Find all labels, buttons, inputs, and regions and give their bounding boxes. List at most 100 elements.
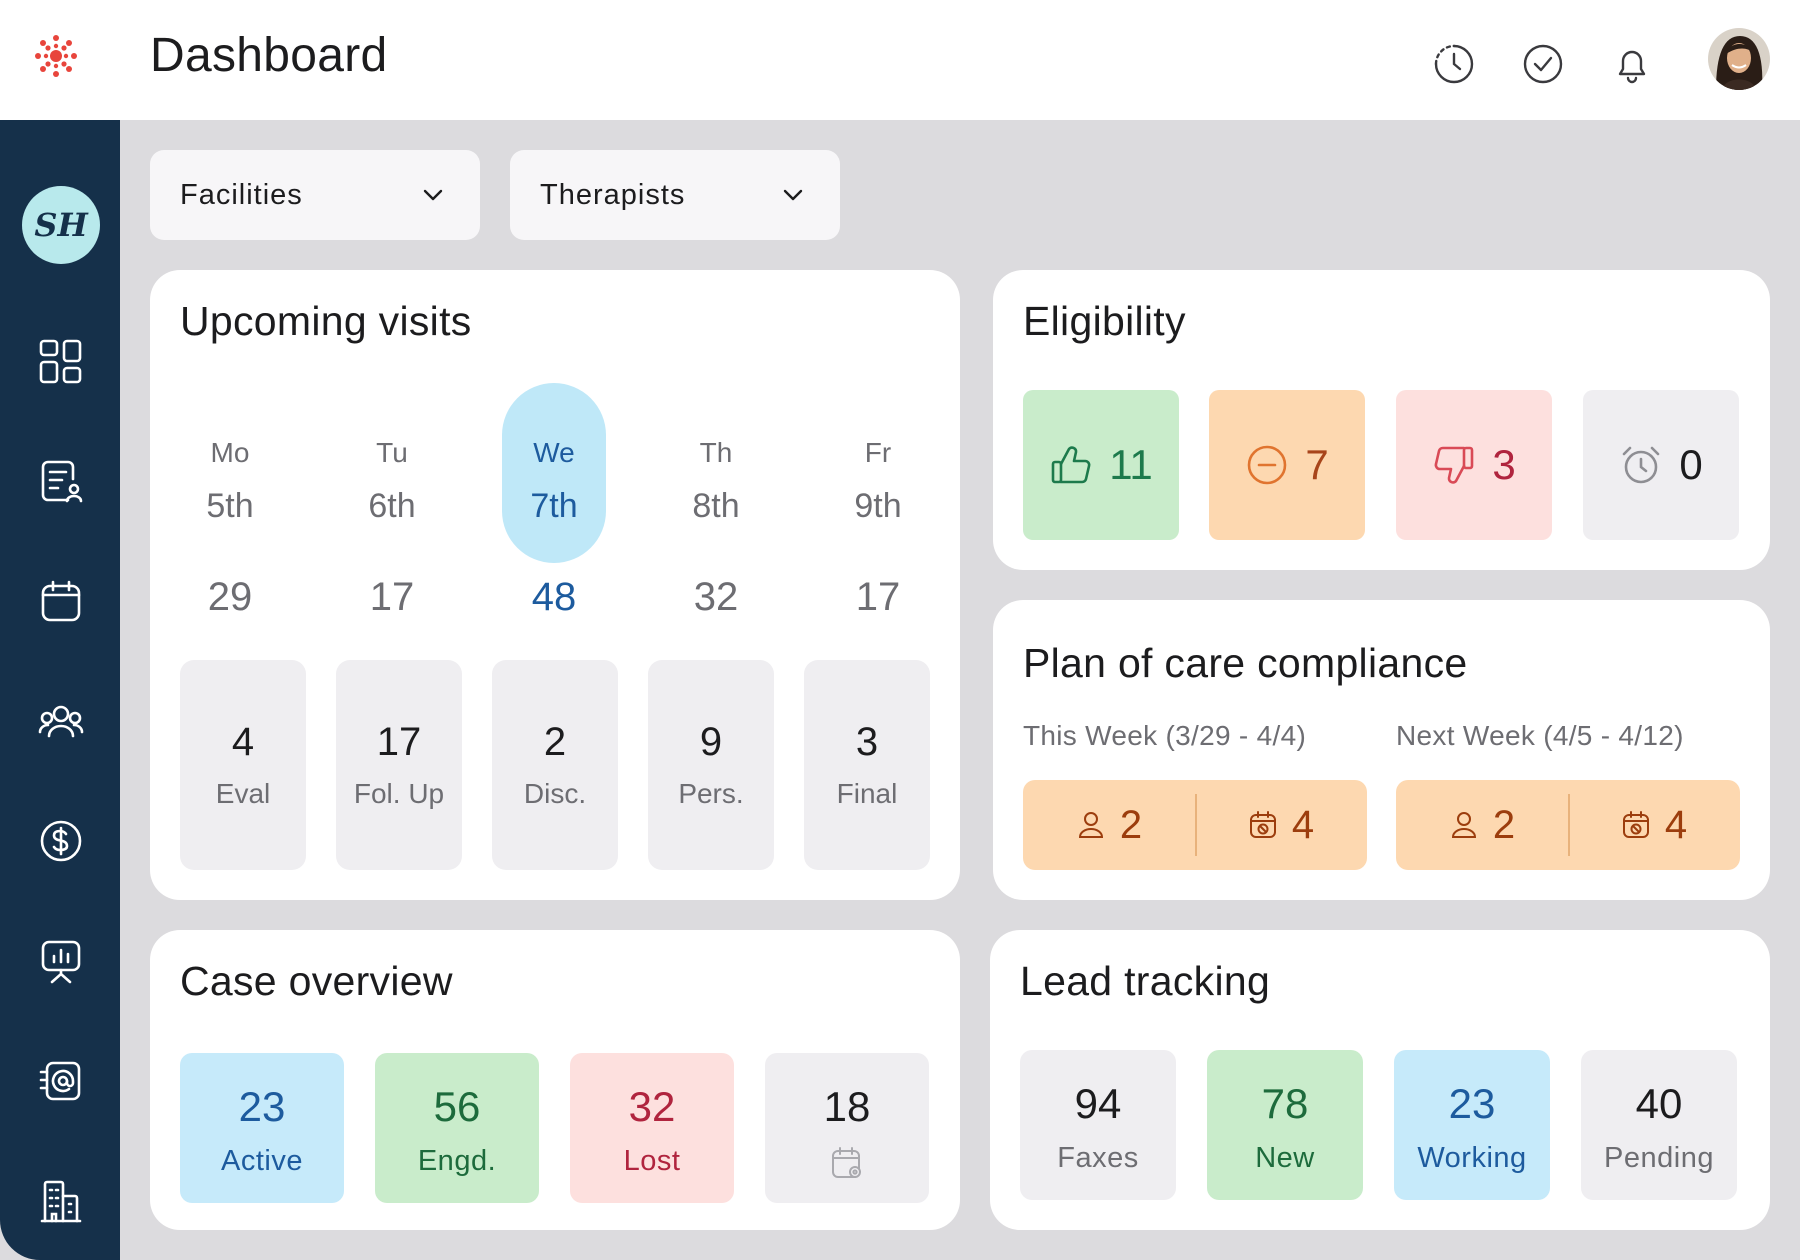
this-week-scheduled[interactable]: 4	[1195, 780, 1367, 870]
this-week-scheduled-count: 4	[1291, 802, 1315, 847]
next-week-patients[interactable]: 2	[1396, 780, 1568, 870]
day-name: Th	[699, 437, 733, 468]
calendar-settings-icon	[832, 1147, 861, 1178]
day-name: Mo	[210, 437, 250, 468]
case-active-count: 23	[238, 1083, 286, 1130]
visit-type-label: Fol. Up	[353, 778, 445, 809]
facilities-dropdown-label: Facilities	[180, 178, 303, 211]
day-visit-count: 17	[855, 575, 901, 619]
day-date: 8th	[692, 487, 740, 525]
day-date: 7th	[530, 487, 578, 525]
user-avatar[interactable]	[1708, 28, 1770, 90]
users-group-icon[interactable]	[38, 698, 84, 744]
lead-pending-label: Pending	[1604, 1142, 1714, 1174]
visit-type-label: Final	[836, 778, 898, 809]
case-lost-count: 32	[628, 1083, 676, 1130]
day-name: Tu	[376, 437, 408, 468]
day-visit-count: 29	[207, 575, 253, 619]
fax-at-icon[interactable]	[38, 1058, 84, 1104]
day-name: Fr	[864, 437, 892, 468]
bell-icon[interactable]	[1610, 42, 1654, 86]
dollar-icon[interactable]	[38, 818, 84, 864]
divider	[1195, 794, 1197, 856]
day-visit-count: 17	[369, 575, 415, 619]
visit-type-follow-up[interactable]: 17 Fol. Up	[336, 660, 462, 870]
upcoming-visits-title: Upcoming visits	[180, 298, 472, 344]
day-name: We	[533, 437, 575, 468]
presentation-chart-icon[interactable]	[38, 938, 84, 984]
lead-pending[interactable]: 40 Pending	[1581, 1050, 1737, 1200]
case-engaged-count: 56	[433, 1083, 481, 1130]
person-icon	[1078, 812, 1103, 838]
calendar-blocked-icon	[1622, 811, 1649, 838]
lead-tracking-title: Lead tracking	[1020, 958, 1271, 1004]
day-date: 6th	[368, 487, 416, 525]
therapists-dropdown-label: Therapists	[540, 178, 686, 211]
this-week-label: This Week (3/29 - 4/4)	[1023, 720, 1307, 751]
history-icon[interactable]	[1432, 42, 1476, 86]
lead-new-count: 78	[1261, 1080, 1309, 1127]
next-week-compliance: 2 4	[1396, 780, 1740, 870]
next-week-patients-count: 2	[1492, 802, 1516, 847]
eligibility-eligible[interactable]: 11	[1023, 390, 1179, 540]
case-lost[interactable]: 32 Lost	[570, 1053, 734, 1203]
visit-type-count: 3	[855, 720, 879, 764]
logo-icon[interactable]	[28, 28, 84, 84]
case-overview-title: Case overview	[180, 958, 453, 1004]
next-week-scheduled[interactable]: 4	[1568, 780, 1740, 870]
visit-type-count: 2	[543, 720, 567, 764]
visit-type-eval[interactable]: 4 Eval	[180, 660, 306, 870]
ineligible-count: 3	[1492, 441, 1516, 488]
lead-faxes-label: Faxes	[1057, 1142, 1139, 1174]
visit-type-count: 4	[231, 720, 255, 764]
case-scheduled[interactable]: 18	[765, 1053, 929, 1203]
chevron-down-icon	[423, 189, 443, 201]
lead-new[interactable]: 78 New	[1207, 1050, 1363, 1200]
waiting-count: 0	[1679, 441, 1703, 488]
case-engaged-label: Engd.	[417, 1145, 497, 1177]
thumbs-down-icon	[1434, 446, 1474, 484]
org-badge[interactable]: SH	[22, 186, 100, 264]
eligible-count: 11	[1109, 441, 1153, 488]
this-week-patients-count: 2	[1119, 802, 1143, 847]
visit-type-label: Eval	[215, 778, 271, 809]
lead-working[interactable]: 23 Working	[1394, 1050, 1550, 1200]
lead-working-count: 23	[1448, 1080, 1496, 1127]
visit-type-discharge[interactable]: 2 Disc.	[492, 660, 618, 870]
visit-type-label: Disc.	[523, 778, 587, 809]
facilities-dropdown[interactable]: Facilities	[150, 150, 480, 240]
next-week-scheduled-count: 4	[1664, 802, 1688, 847]
lead-faxes[interactable]: 94 Faxes	[1020, 1050, 1176, 1200]
lead-working-label: Working	[1417, 1142, 1527, 1174]
dashboard-grid-icon[interactable]	[38, 338, 84, 384]
check-circle-icon[interactable]	[1521, 42, 1565, 86]
visit-type-count: 17	[376, 720, 422, 764]
selected-day-highlight	[502, 383, 606, 563]
plan-of-care-title: Plan of care compliance	[1023, 640, 1468, 686]
alarm-clock-icon	[1623, 446, 1660, 484]
case-engaged[interactable]: 56 Engd.	[375, 1053, 539, 1203]
visit-type-count: 9	[699, 720, 723, 764]
person-icon	[1451, 812, 1476, 838]
document-user-icon[interactable]	[38, 458, 84, 504]
visit-type-personal[interactable]: 9 Pers.	[648, 660, 774, 870]
this-week-patients[interactable]: 2	[1023, 780, 1195, 870]
day-visit-count: 48	[531, 575, 577, 619]
eligibility-ineligible[interactable]: 3	[1396, 390, 1552, 540]
case-scheduled-count: 18	[823, 1083, 871, 1130]
therapists-dropdown[interactable]: Therapists	[510, 150, 840, 240]
building-icon[interactable]	[38, 1178, 84, 1224]
case-lost-label: Lost	[623, 1145, 681, 1177]
sidebar: SH	[0, 120, 120, 1260]
lead-new-label: New	[1255, 1142, 1315, 1174]
top-header: Dashboard	[0, 0, 1800, 120]
eligibility-pending[interactable]: 7	[1209, 390, 1365, 540]
minus-circle-icon	[1248, 445, 1287, 485]
calendar-icon[interactable]	[38, 578, 84, 624]
case-active-label: Active	[221, 1145, 303, 1177]
eligibility-waiting[interactable]: 0	[1583, 390, 1739, 540]
lead-faxes-count: 94	[1074, 1080, 1122, 1127]
visit-type-final[interactable]: 3 Final	[804, 660, 930, 870]
chevron-down-icon	[783, 189, 803, 201]
case-active[interactable]: 23 Active	[180, 1053, 344, 1203]
